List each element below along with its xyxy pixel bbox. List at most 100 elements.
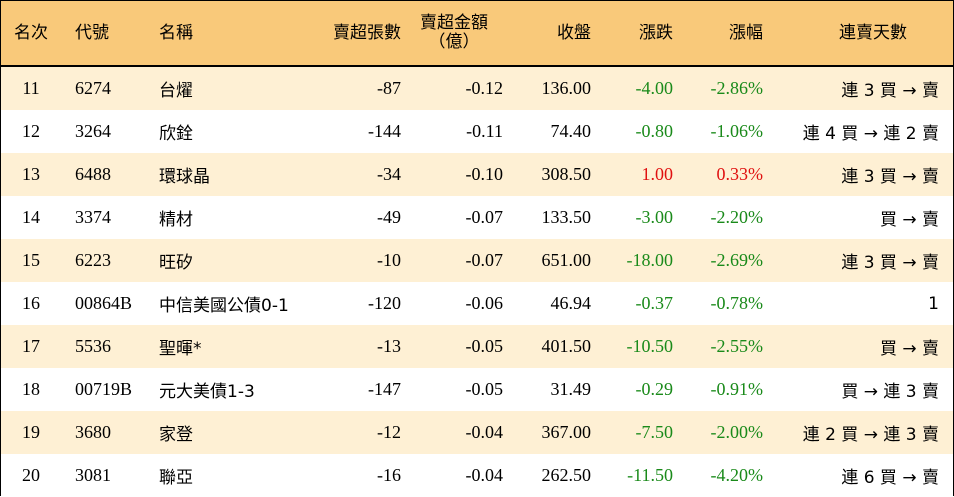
cell-sell-amount: -0.12 <box>403 66 505 110</box>
header-streak: 連賣天數 <box>773 1 953 67</box>
table-row: 19 3680 家登 -12 -0.04 367.00 -7.50 -2.00% 連 2 買 →… <box>1 411 953 454</box>
cell-code: 3264 <box>61 110 143 153</box>
cell-rank: 15 <box>1 239 61 282</box>
cell-sell-amount: -0.04 <box>403 411 505 454</box>
cell-sell-amount: -0.05 <box>403 325 505 368</box>
cell-change: -18.00 <box>593 239 683 282</box>
cell-code: 6274 <box>61 66 143 110</box>
cell-change: 1.00 <box>593 153 683 196</box>
header-change: 漲跌 <box>593 1 683 67</box>
cell-pct: -2.69% <box>683 239 773 282</box>
cell-close: 31.49 <box>505 368 593 411</box>
header-sell-amount-unit: （億） <box>428 32 480 52</box>
table-row: 15 6223 旺矽 -10 -0.07 651.00 -18.00 -2.69% 連 3 買 … <box>1 239 953 282</box>
cell-close: 46.94 <box>505 282 593 325</box>
table-row: 13 6488 環球晶 -34 -0.10 308.50 1.00 0.33% 連 3 買 → … <box>1 153 953 196</box>
cell-sell-amount: -0.06 <box>403 282 505 325</box>
cell-pct: -2.20% <box>683 196 773 239</box>
cell-name: 聯亞 <box>143 454 311 497</box>
cell-rank: 12 <box>1 110 61 153</box>
cell-streak: 買 → 連 3 賣 <box>773 368 953 411</box>
cell-change: -0.80 <box>593 110 683 153</box>
header-pct: 漲幅 <box>683 1 773 67</box>
cell-streak: 1 <box>773 282 953 325</box>
cell-sell-lots: -12 <box>311 411 403 454</box>
cell-sell-amount: -0.10 <box>403 153 505 196</box>
cell-code: 5536 <box>61 325 143 368</box>
cell-pct: -0.78% <box>683 282 773 325</box>
table-row: 16 00864B 中信美國公債0-1 -120 -0.06 46.94 -0.37 -0.7… <box>1 282 953 325</box>
cell-change: -0.37 <box>593 282 683 325</box>
cell-streak: 連 6 買 → 賣 <box>773 454 953 497</box>
cell-rank: 11 <box>1 66 61 110</box>
cell-close: 133.50 <box>505 196 593 239</box>
cell-close: 74.40 <box>505 110 593 153</box>
cell-name: 元大美債1-3 <box>143 368 311 411</box>
cell-change: -4.00 <box>593 66 683 110</box>
cell-change: -3.00 <box>593 196 683 239</box>
cell-sell-amount: -0.11 <box>403 110 505 153</box>
cell-pct: -1.06% <box>683 110 773 153</box>
cell-sell-lots: -34 <box>311 153 403 196</box>
table-row: 11 6274 台燿 -87 -0.12 136.00 -4.00 -2.86% 連 3 買 →… <box>1 66 953 110</box>
cell-code: 6488 <box>61 153 143 196</box>
cell-streak: 連 4 買 → 連 2 賣 <box>773 110 953 153</box>
cell-code: 00864B <box>61 282 143 325</box>
cell-close: 136.00 <box>505 66 593 110</box>
cell-sell-lots: -147 <box>311 368 403 411</box>
cell-rank: 18 <box>1 368 61 411</box>
cell-sell-lots: -16 <box>311 454 403 497</box>
table-header: 名次 代號 名稱 賣超張數 賣超金額 （億） 收盤 漲跌 漲幅 連賣天數 <box>1 1 953 67</box>
cell-rank: 14 <box>1 196 61 239</box>
cell-code: 3374 <box>61 196 143 239</box>
cell-pct: -2.55% <box>683 325 773 368</box>
cell-name: 聖暉* <box>143 325 311 368</box>
cell-streak: 連 2 買 → 連 3 賣 <box>773 411 953 454</box>
cell-code: 3680 <box>61 411 143 454</box>
cell-pct: -2.00% <box>683 411 773 454</box>
cell-sell-lots: -13 <box>311 325 403 368</box>
header-rank: 名次 <box>1 1 61 67</box>
cell-close: 401.50 <box>505 325 593 368</box>
cell-close: 262.50 <box>505 454 593 497</box>
cell-name: 精材 <box>143 196 311 239</box>
cell-sell-amount: -0.07 <box>403 239 505 282</box>
cell-close: 367.00 <box>505 411 593 454</box>
cell-change: -7.50 <box>593 411 683 454</box>
header-code: 代號 <box>61 1 143 67</box>
cell-name: 環球晶 <box>143 153 311 196</box>
cell-rank: 13 <box>1 153 61 196</box>
header-name: 名稱 <box>143 1 311 67</box>
cell-sell-lots: -144 <box>311 110 403 153</box>
header-close: 收盤 <box>505 1 593 67</box>
cell-sell-amount: -0.05 <box>403 368 505 411</box>
cell-sell-lots: -120 <box>311 282 403 325</box>
cell-change: -11.50 <box>593 454 683 497</box>
cell-code: 00719B <box>61 368 143 411</box>
cell-sell-lots: -49 <box>311 196 403 239</box>
cell-sell-amount: -0.07 <box>403 196 505 239</box>
cell-sell-lots: -87 <box>311 66 403 110</box>
table-row: 18 00719B 元大美債1-3 -147 -0.05 31.49 -0.29 -0.91%… <box>1 368 953 411</box>
cell-streak: 買 → 賣 <box>773 325 953 368</box>
cell-rank: 16 <box>1 282 61 325</box>
cell-name: 中信美國公債0-1 <box>143 282 311 325</box>
cell-rank: 17 <box>1 325 61 368</box>
table-body: 11 6274 台燿 -87 -0.12 136.00 -4.00 -2.86% 連 3 買 →… <box>1 66 953 497</box>
cell-pct: 0.33% <box>683 153 773 196</box>
header-sell-amount: 賣超金額 （億） <box>403 1 505 67</box>
cell-pct: -0.91% <box>683 368 773 411</box>
cell-pct: -4.20% <box>683 454 773 497</box>
cell-name: 欣銓 <box>143 110 311 153</box>
cell-name: 家登 <box>143 411 311 454</box>
cell-rank: 19 <box>1 411 61 454</box>
table-row: 12 3264 欣銓 -144 -0.11 74.40 -0.80 -1.06% 連 4 買 →… <box>1 110 953 153</box>
cell-name: 旺矽 <box>143 239 311 282</box>
cell-streak: 連 3 買 → 賣 <box>773 153 953 196</box>
table-row: 17 5536 聖暉* -13 -0.05 401.50 -10.50 -2.55% 買 → 賣 <box>1 325 953 368</box>
header-row: 名次 代號 名稱 賣超張數 賣超金額 （億） 收盤 漲跌 漲幅 連賣天數 <box>1 1 953 67</box>
cell-change: -10.50 <box>593 325 683 368</box>
cell-sell-amount: -0.04 <box>403 454 505 497</box>
cell-rank: 20 <box>1 454 61 497</box>
